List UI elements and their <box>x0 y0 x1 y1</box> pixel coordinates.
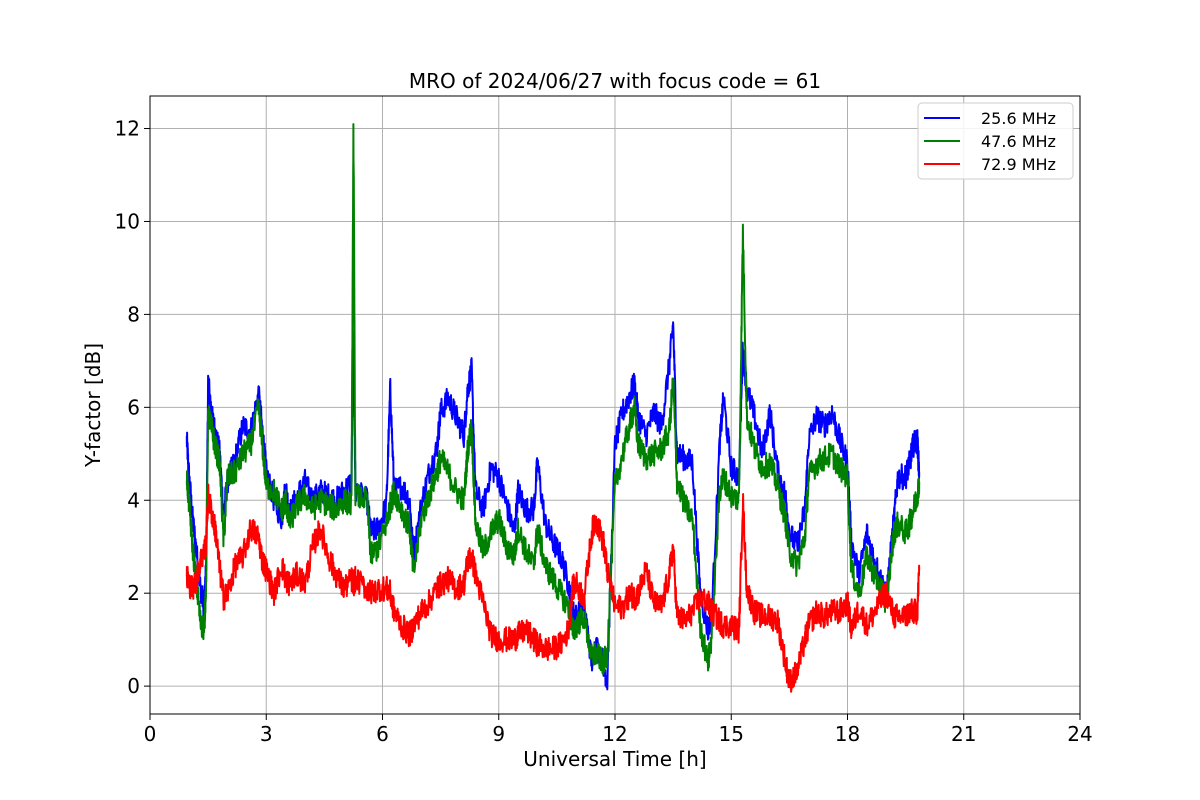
legend-label: 72.9 MHz <box>981 155 1056 174</box>
x-axis-label: Universal Time [h] <box>523 747 706 771</box>
series-line-2 <box>185 483 921 693</box>
y-tick-label: 12 <box>115 117 140 141</box>
y-tick-label: 6 <box>127 395 140 419</box>
legend-box <box>917 102 1074 180</box>
legend: 25.6 MHz 47.6 MHz 72.9 MHz <box>917 102 1074 180</box>
legend-label: 47.6 MHz <box>981 132 1056 151</box>
x-tick-label: 24 <box>1067 722 1092 746</box>
y-tick-label: 10 <box>115 209 140 233</box>
y-tick-label: 4 <box>127 488 140 512</box>
y-tick-label: 8 <box>127 302 140 326</box>
x-tick-label: 12 <box>602 722 627 746</box>
series-line-1 <box>185 123 921 675</box>
x-tick-label: 3 <box>260 722 273 746</box>
y-axis-label: Y-factor [dB] <box>81 343 105 468</box>
x-tick-label: 21 <box>951 722 976 746</box>
chart-title: MRO of 2024/06/27 with focus code = 61 <box>409 69 821 93</box>
y-tick-label: 0 <box>127 674 140 698</box>
x-tick-label: 18 <box>835 722 860 746</box>
x-tick-label: 6 <box>376 722 389 746</box>
y-tick-label: 2 <box>127 581 140 605</box>
x-tick-label: 9 <box>492 722 505 746</box>
x-tick-label: 15 <box>719 722 744 746</box>
legend-label: 25.6 MHz <box>981 109 1056 128</box>
x-tick-label: 0 <box>144 722 157 746</box>
